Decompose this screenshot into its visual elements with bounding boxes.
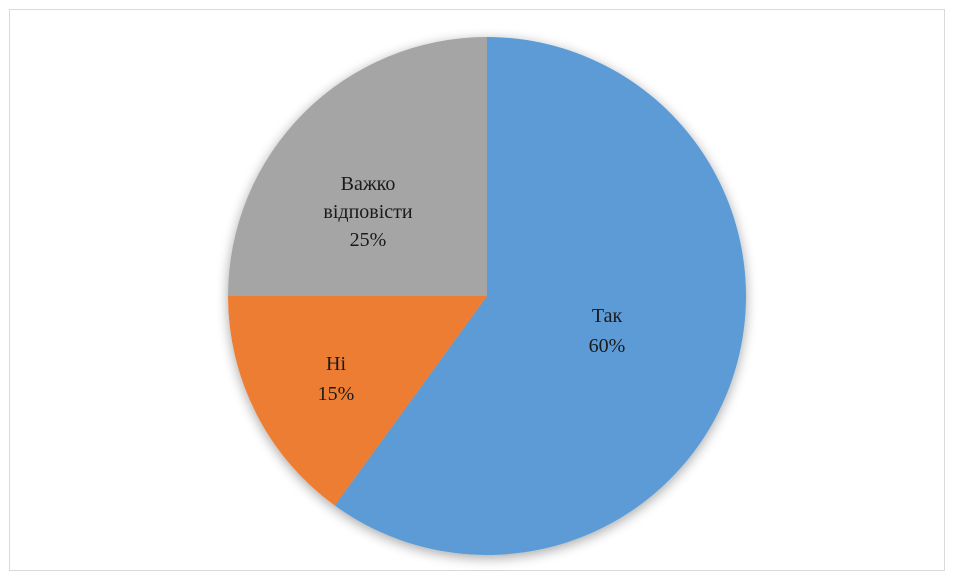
slice-category-text: Важко (341, 173, 396, 195)
slice-percent-text: 15% (318, 383, 355, 405)
slice-category-text: Ні (326, 353, 346, 375)
slice-category-text: Так (592, 305, 623, 327)
slice-label: Важко відповісти 25% (323, 173, 412, 251)
slice-percent-text: 25% (350, 229, 387, 251)
pie-slice (228, 37, 487, 296)
slice-label: Ні 15% (318, 353, 355, 405)
pie-slice (228, 296, 487, 506)
pie-slice (334, 37, 746, 555)
pie-slices (228, 37, 746, 555)
pie-labels: Так 60% Ні 15% Важко відповісти 25% (318, 173, 626, 405)
slice-label: Так 60% (589, 305, 626, 357)
slice-percent-text: 60% (589, 335, 626, 357)
slice-category-text: відповісти (323, 201, 412, 223)
